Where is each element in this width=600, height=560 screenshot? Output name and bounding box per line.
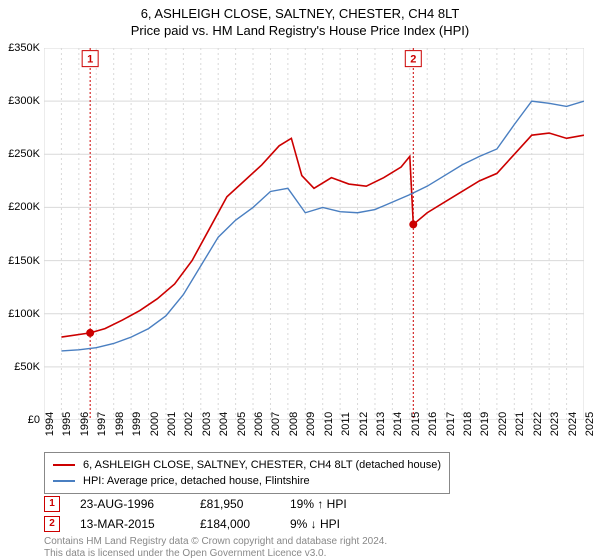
attribution-1: Contains HM Land Registry data © Crown c…: [44, 536, 387, 548]
y-axis-label: £250K: [8, 148, 40, 160]
sale-delta-2: 9% ↓ HPI: [290, 517, 340, 531]
sale-marker-1: 1: [44, 496, 60, 512]
x-axis-label: 2005: [236, 412, 248, 436]
x-axis-label: 1999: [131, 412, 143, 436]
x-axis-label: 2016: [427, 412, 439, 436]
y-axis-label: £350K: [8, 42, 40, 54]
x-axis-label: 2022: [532, 412, 544, 436]
x-axis-label: 1996: [79, 412, 91, 436]
sale-price-1: £81,950: [200, 497, 270, 511]
x-axis-label: 2021: [514, 412, 526, 436]
y-axis-label: £150K: [8, 255, 40, 267]
x-axis-label: 2015: [410, 412, 422, 436]
title-block: 6, ASHLEIGH CLOSE, SALTNEY, CHESTER, CH4…: [0, 0, 600, 38]
sale-row-1: 1 23-AUG-1996 £81,950 19% ↑ HPI: [44, 496, 347, 512]
x-axis-label: 2012: [358, 412, 370, 436]
attribution-2: This data is licensed under the Open Gov…: [44, 548, 387, 560]
legend: 6, ASHLEIGH CLOSE, SALTNEY, CHESTER, CH4…: [44, 452, 450, 494]
y-axis-label: £300K: [8, 95, 40, 107]
y-axis-label: £0: [28, 414, 40, 426]
title-line-2: Price paid vs. HM Land Registry's House …: [0, 23, 600, 38]
y-axis-label: £50K: [14, 361, 40, 373]
x-axis-label: 2011: [340, 412, 352, 436]
y-axis-label: £100K: [8, 308, 40, 320]
svg-text:2: 2: [410, 54, 416, 66]
x-axis-label: 2013: [375, 412, 387, 436]
x-axis-label: 2020: [497, 412, 509, 436]
chart-area: 12 £0£50K£100K£150K£200K£250K£300K£350K1…: [44, 48, 584, 420]
x-axis-label: 2007: [270, 412, 282, 436]
x-axis-label: 2008: [288, 412, 300, 436]
x-axis-label: 2025: [584, 412, 596, 436]
x-axis-label: 1995: [61, 412, 73, 436]
x-axis-label: 2014: [392, 412, 404, 436]
x-axis-label: 2017: [445, 412, 457, 436]
title-line-1: 6, ASHLEIGH CLOSE, SALTNEY, CHESTER, CH4…: [0, 6, 600, 21]
x-axis-label: 1994: [44, 412, 56, 436]
x-axis-label: 2009: [305, 412, 317, 436]
attribution: Contains HM Land Registry data © Crown c…: [44, 536, 387, 560]
legend-row-hpi: HPI: Average price, detached house, Flin…: [53, 473, 441, 489]
svg-text:1: 1: [87, 54, 93, 66]
x-axis-label: 2024: [567, 412, 579, 436]
x-axis-label: 2010: [323, 412, 335, 436]
x-axis-label: 2004: [218, 412, 230, 436]
chart-svg: 12: [44, 48, 584, 420]
x-axis-label: 2001: [166, 412, 178, 436]
x-axis-label: 1997: [96, 412, 108, 436]
sale-price-2: £184,000: [200, 517, 270, 531]
x-axis-label: 2006: [253, 412, 265, 436]
legend-swatch-price: [53, 464, 75, 466]
x-axis-label: 2018: [462, 412, 474, 436]
x-axis-label: 2000: [149, 412, 161, 436]
y-axis-label: £200K: [8, 201, 40, 213]
x-axis-label: 2003: [201, 412, 213, 436]
x-axis-label: 1998: [114, 412, 126, 436]
sale-date-2: 13-MAR-2015: [80, 517, 180, 531]
x-axis-label: 2019: [479, 412, 491, 436]
sale-date-1: 23-AUG-1996: [80, 497, 180, 511]
sale-row-2: 2 13-MAR-2015 £184,000 9% ↓ HPI: [44, 516, 340, 532]
sale-marker-2: 2: [44, 516, 60, 532]
sale-delta-1: 19% ↑ HPI: [290, 497, 347, 511]
x-axis-label: 2002: [183, 412, 195, 436]
legend-label-hpi: HPI: Average price, detached house, Flin…: [83, 475, 310, 487]
legend-label-price: 6, ASHLEIGH CLOSE, SALTNEY, CHESTER, CH4…: [83, 459, 441, 471]
x-axis-label: 2023: [549, 412, 561, 436]
legend-swatch-hpi: [53, 480, 75, 482]
legend-row-price: 6, ASHLEIGH CLOSE, SALTNEY, CHESTER, CH4…: [53, 457, 441, 473]
